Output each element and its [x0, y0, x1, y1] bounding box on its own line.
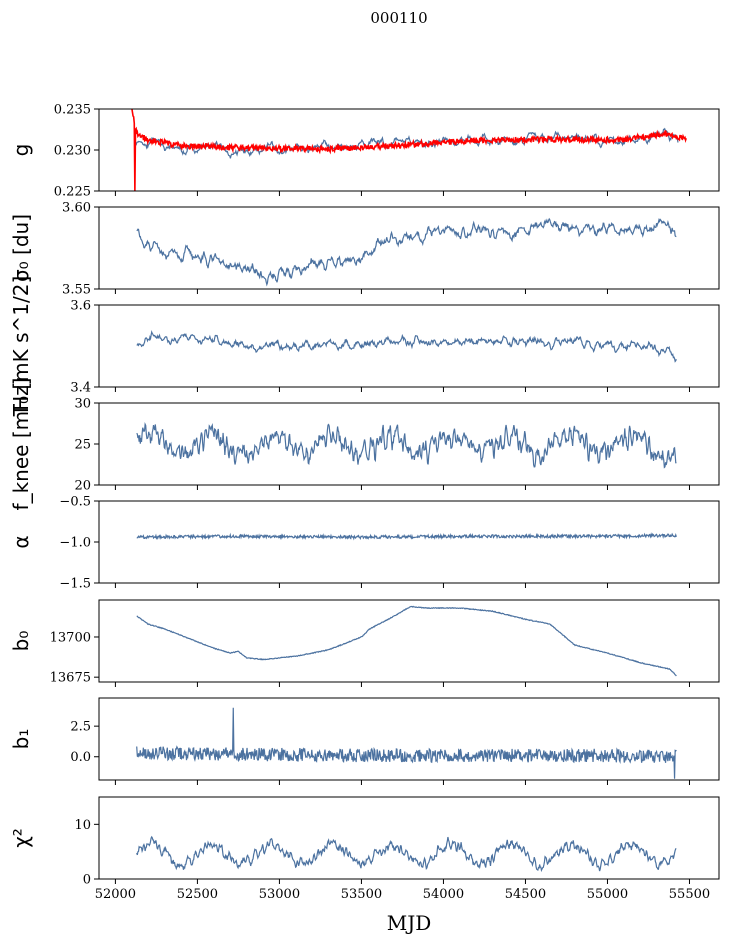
y-tick-label-chi2-1: 10 — [74, 818, 91, 833]
y-tick-label-fknee-1: 25 — [74, 438, 91, 453]
axes-frame-sigma0 — [98, 206, 720, 290]
axes-frame-b1 — [98, 697, 720, 781]
x-tick-label-0: 52000 — [95, 887, 136, 902]
y-tick-label-alpha-2: −0.5 — [59, 495, 91, 510]
x-tick-label-3: 53500 — [341, 887, 382, 902]
axes-frame-b0 — [98, 599, 720, 683]
x-axis-label: MJD — [387, 911, 432, 935]
y-tick-label-b0-0: 13675 — [50, 671, 91, 686]
x-tick-label-1: 52500 — [177, 887, 218, 902]
y-axis-label-sigma0: σ₀ [du] — [9, 214, 33, 282]
x-tick-label-7: 55500 — [669, 887, 710, 902]
y-axis-label-b1: b₁ — [9, 729, 33, 750]
y-tick-label-fknee-2: 30 — [74, 397, 91, 412]
x-tick-label-5: 54500 — [505, 887, 546, 902]
y-tick-label-sigma0-1: 3.60 — [62, 201, 91, 216]
panels: 0.225 0.230 0.235 g 3.55 3.60 σ₀ [du] 3.4 3.6 T₀ … — [9, 103, 720, 902]
panel-chi2: 0 10 52000 52500 53000 53500 54000 54500 55000 55… — [9, 796, 720, 902]
y-tick-label-alpha-1: −1.0 — [59, 536, 91, 551]
y-tick-label-alpha-0: −1.5 — [59, 577, 91, 592]
y-tick-label-T0-0: 3.4 — [70, 381, 91, 396]
panel-b1: 0.0 2.5 b₁ — [9, 697, 720, 785]
y-tick-label-T0-1: 3.6 — [70, 299, 91, 314]
series-line-b1 — [136, 707, 677, 779]
series-line-chi2 — [136, 835, 677, 873]
y-tick-label-sigma0-0: 3.55 — [62, 283, 91, 298]
y-axis-label-alpha: α — [9, 535, 33, 548]
y-axis-label-fknee: f_knee [mHz] — [9, 378, 33, 511]
series-line-fit — [134, 127, 679, 159]
y-tick-label-fknee-0: 20 — [74, 479, 91, 494]
series-line-reference — [131, 109, 687, 191]
y-axis-label-chi2: χ² — [9, 828, 33, 848]
panel-T0: 3.4 3.6 T₀ [mK s^1/2] — [9, 276, 720, 418]
y-tick-label-b1-0: 0.0 — [70, 750, 91, 765]
panel-b0: 13675 13700 b₀ — [9, 599, 720, 687]
series-line-T0 — [136, 329, 677, 363]
y-tick-label-b0-1: 13700 — [50, 630, 91, 645]
panel-alpha: −1.5 −1.0 −0.5 α — [9, 495, 720, 592]
x-tick-label-2: 53000 — [259, 887, 300, 902]
figure-title: 000110 — [370, 9, 427, 27]
panel-sigma0: 3.55 3.60 σ₀ [du] — [9, 201, 720, 298]
axes-frame-chi2 — [98, 796, 720, 880]
panel-fknee: 20 25 30 f_knee [mHz] — [9, 378, 720, 511]
y-tick-label-g-1: 0.230 — [54, 144, 91, 159]
series-line-fknee — [136, 421, 677, 469]
axes-frame-T0 — [98, 304, 720, 388]
axes-frame-g — [98, 108, 720, 192]
y-axis-label-T0: T₀ [mK s^1/2] — [9, 276, 33, 418]
y-axis-label-g: g — [9, 144, 33, 157]
y-axis-label-b0: b₀ — [9, 631, 33, 652]
y-tick-label-chi2-0: 0 — [83, 873, 91, 888]
series-line-alpha — [136, 532, 677, 541]
series-line-sigma0 — [136, 217, 677, 287]
y-tick-label-b1-1: 2.5 — [70, 720, 91, 735]
y-tick-label-g-0: 0.225 — [54, 185, 91, 200]
panel-g: 0.225 0.230 0.235 g — [9, 103, 720, 200]
y-tick-label-g-2: 0.235 — [54, 103, 91, 118]
x-tick-label-4: 54000 — [423, 887, 464, 902]
series-line-b0 — [136, 605, 677, 677]
x-tick-label-6: 55000 — [587, 887, 628, 902]
axes-frame-alpha — [98, 500, 720, 584]
